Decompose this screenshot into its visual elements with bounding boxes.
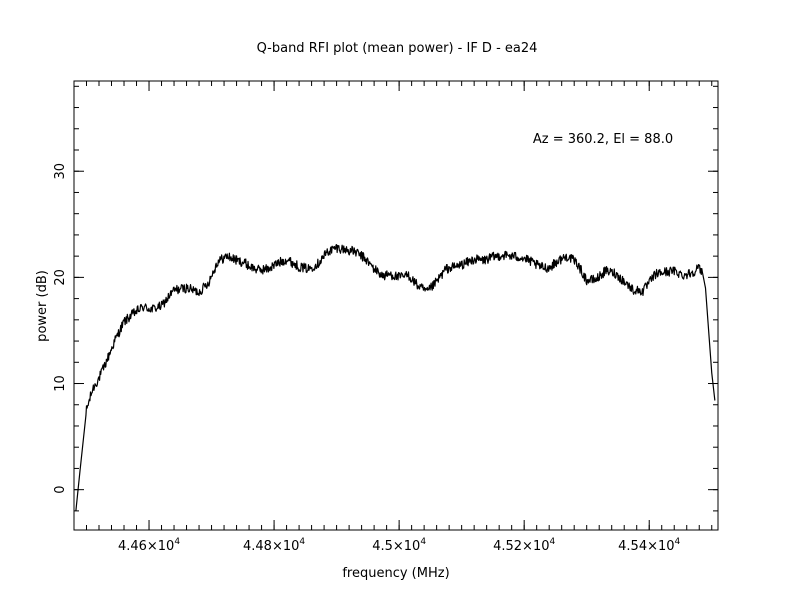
plot-frame [73,80,719,531]
tick-marks [73,81,718,530]
chart-title: Q-band RFI plot (mean power) - IF D - ea… [257,41,538,56]
x-tick-label: 4.48×104 [243,537,305,554]
x-tick-label: 4.46×104 [118,537,180,554]
x-tick-label: 4.54×104 [618,537,680,554]
series-layer [75,243,716,511]
y-tick-label: 10 [53,375,68,392]
x-tick-label: 4.5×104 [372,537,426,554]
series-line [75,243,716,511]
x-axis-label: frequency (MHz) [342,566,449,581]
y-axis-label: power (dB) [35,270,50,342]
y-tick-label: 0 [53,486,68,494]
x-tick-label: 4.52×104 [493,537,555,554]
y-tick-label: 20 [53,269,68,286]
tick-labels: 4.46×104 4.48×104 4.5×104 4.52×104 4.54×104 0… [53,163,681,554]
y-tick-label: 30 [53,163,68,180]
chart-annotation: Az = 360.2, El = 88.0 [533,132,673,147]
